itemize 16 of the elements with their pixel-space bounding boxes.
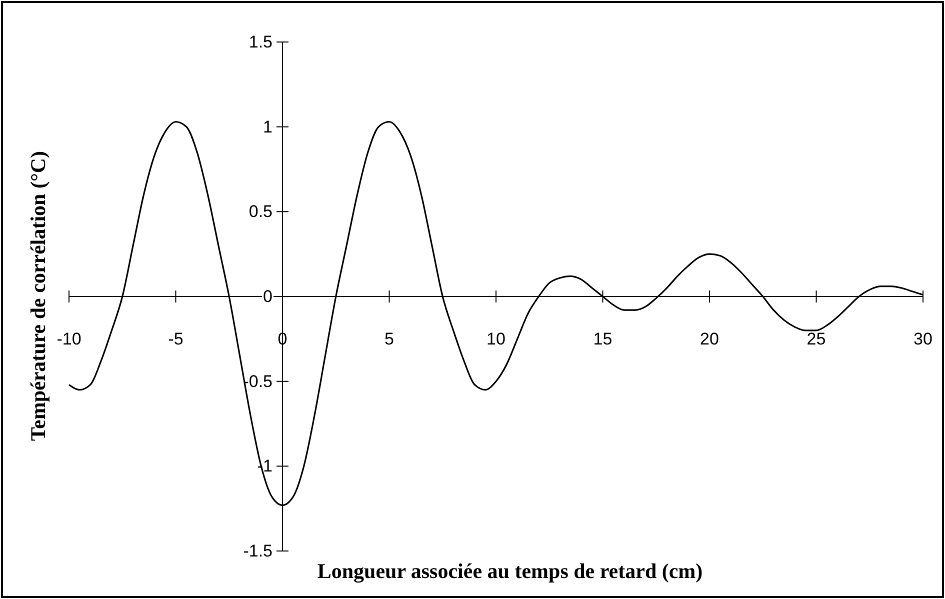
x-tick-label: 15	[593, 330, 612, 349]
x-tick-label: 20	[700, 330, 719, 349]
x-tick-label: -5	[168, 330, 184, 349]
y-tick-label: 0.5	[248, 202, 272, 222]
x-tick-label: 30	[914, 330, 932, 349]
x-tick-label: 10	[486, 330, 506, 349]
y-tick-label: -1.5	[243, 541, 272, 560]
y-tick-label: 0	[263, 286, 272, 306]
y-tick-label: 1	[263, 117, 272, 136]
y-axis-title: Température de corrélation (°C)	[26, 150, 50, 442]
y-tick-label: 1.5	[248, 32, 272, 52]
y-tick-label: -0.5	[243, 372, 272, 391]
x-tick-label: -10	[56, 330, 82, 349]
x-tick-label: 5	[384, 330, 394, 349]
x-axis-title: Longueur associée au temps de retard (cm)	[317, 559, 703, 583]
x-tick-label: 25	[806, 330, 826, 349]
